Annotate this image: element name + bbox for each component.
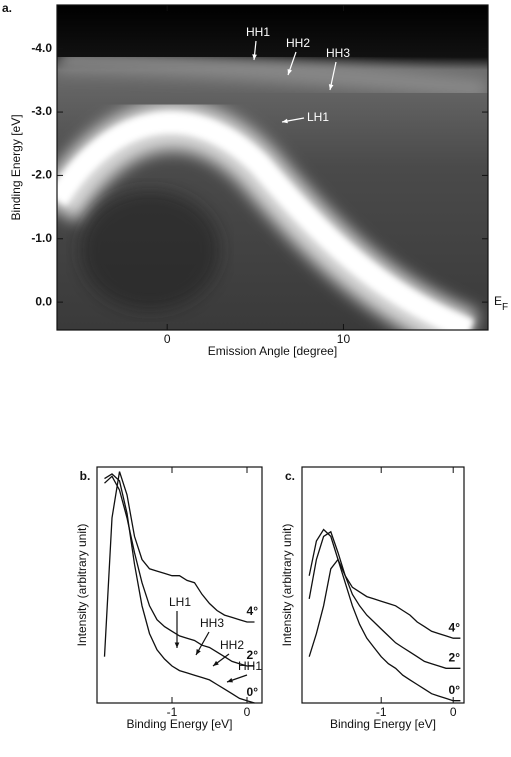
- arrow-head: [227, 677, 233, 683]
- x-tick-label: -1: [376, 705, 387, 719]
- series-label: 2°: [449, 650, 461, 664]
- y-tick-label: -1.0: [31, 231, 52, 245]
- series-label: 2°: [247, 648, 259, 662]
- panel-label: a.: [2, 1, 12, 15]
- panel-label: b.: [80, 469, 91, 483]
- y-axis-label: Intensity (arbitrary unit): [280, 524, 294, 647]
- plot-frame: [56, 4, 489, 331]
- panel-label: c.: [285, 469, 295, 483]
- arpes-image: [57, 5, 488, 330]
- series-label: 4°: [247, 604, 259, 618]
- annotation: HH2: [220, 638, 244, 652]
- y-tick-label: 0.0: [35, 294, 52, 308]
- series-label: 0°: [247, 685, 259, 699]
- x-tick-label: -1: [167, 705, 178, 719]
- fermi-label: EF: [494, 294, 508, 312]
- arrow-head: [196, 649, 201, 655]
- x-axis-label: Binding Energy [eV]: [126, 717, 232, 731]
- series-label: 4°: [449, 620, 461, 634]
- arrow-head: [174, 642, 180, 648]
- annotation: HH1: [238, 659, 262, 673]
- plot-frame: [301, 466, 465, 704]
- arrow-head: [287, 69, 293, 75]
- spectrum-line: [103, 471, 255, 657]
- y-tick-label: -2.0: [31, 168, 52, 182]
- annotation: LH1: [307, 110, 329, 124]
- series-label: 0°: [449, 683, 461, 697]
- spectrum-line: [308, 558, 461, 702]
- annotation: HH3: [200, 616, 224, 630]
- spectrum-line: [104, 473, 255, 704]
- arrow-head: [282, 118, 288, 124]
- arrow-head: [213, 660, 219, 666]
- fermi-label-sub: F: [502, 302, 508, 313]
- arrow-head: [252, 54, 257, 60]
- arrow-head: [328, 84, 334, 90]
- plot-frame: [96, 466, 263, 704]
- x-axis-label: Binding Energy [eV]: [330, 717, 436, 731]
- y-tick-label: -4.0: [31, 41, 52, 55]
- x-tick-label: 0: [164, 332, 171, 346]
- x-tick-label: 0: [450, 705, 457, 719]
- annotation: HH1: [246, 25, 270, 39]
- annotation: HH2: [286, 36, 310, 50]
- y-tick-label: -3.0: [31, 104, 52, 118]
- spectrum-line: [308, 530, 461, 669]
- x-axis-label: Emission Angle [degree]: [208, 344, 337, 358]
- annotation: LH1: [169, 595, 191, 609]
- x-tick-label: 0: [244, 705, 251, 719]
- spectrum-line: [308, 528, 461, 639]
- fermi-label-main: E: [494, 294, 502, 308]
- annotation: HH3: [326, 46, 350, 60]
- y-axis-label: Intensity (arbitrary unit): [75, 524, 89, 647]
- y-axis-label: Binding Energy [eV]: [9, 114, 23, 220]
- x-tick-label: 10: [337, 332, 351, 346]
